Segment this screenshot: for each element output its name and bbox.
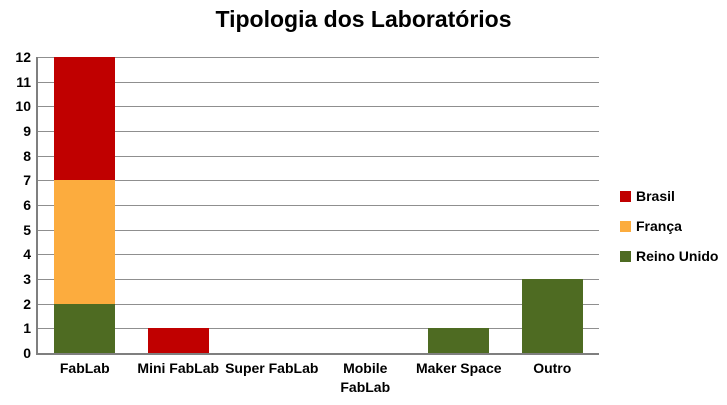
x-category-label-mini-fablab: Mini FabLab	[132, 359, 226, 397]
legend-swatch-frança	[620, 220, 631, 232]
gridline-12	[38, 57, 599, 58]
x-category-label-outro: Outro	[506, 359, 600, 397]
gridline-8	[38, 155, 599, 157]
gridline-1	[38, 328, 599, 330]
x-category-label-super-fablab: Super FabLab	[225, 359, 319, 397]
legend-swatch-brasil	[620, 190, 631, 202]
gridline-4	[38, 254, 599, 256]
x-category-label-line: Outro	[533, 360, 572, 376]
y-tick-label-10: 10	[15, 98, 31, 115]
y-tick-label-1: 1	[23, 320, 31, 337]
x-category-label-line: FabLab	[340, 379, 391, 395]
y-tick-label-9: 9	[23, 123, 31, 139]
y-tick-label-2: 2	[23, 295, 31, 312]
y-tick-label-12: 12	[15, 49, 31, 65]
legend-label-brasil: Brasil	[636, 188, 675, 204]
plot-area	[36, 57, 599, 355]
x-category-label-maker-space: Maker Space	[412, 359, 506, 397]
y-tick-label-0: 0	[23, 345, 31, 361]
legend-swatch-reino-unido	[620, 250, 631, 262]
y-tick-label-3: 3	[23, 271, 31, 287]
x-axis: FabLab Mini FabLab Super FabLab Mobile FabLa…	[38, 359, 599, 397]
gridline-10	[38, 106, 599, 108]
gridline-5	[38, 229, 599, 231]
legend-label-reino-unido: Reino Unido	[636, 248, 719, 264]
x-category-label-line: FabLab	[59, 360, 110, 376]
y-tick-label-7: 7	[23, 172, 31, 189]
gridline-6	[38, 205, 599, 206]
x-category-label-line: Mini FabLab	[137, 360, 220, 376]
y-axis: 0 1 2 3 4 5 6 7 8 9 10 11 12	[0, 49, 31, 361]
legend-item-reino-unido: Reino Unido	[620, 248, 719, 264]
legend: Brasil França Reino Unido	[620, 188, 719, 280]
bar-fablab-brasil	[54, 57, 116, 181]
y-tick-label-8: 8	[23, 147, 31, 164]
gridline-3	[38, 279, 599, 280]
x-category-label-line: Mobile	[343, 360, 388, 376]
gridline-11	[38, 81, 599, 83]
bar-maker-space-reino-unido	[428, 328, 490, 353]
bar-fablab-reino-unido	[54, 303, 116, 353]
bar-fablab-frança	[54, 180, 116, 304]
gridline-2	[38, 303, 599, 305]
legend-item-frança: França	[620, 218, 718, 234]
bar-outro-reino-unido	[521, 279, 583, 353]
x-category-label-mobile-fablab: Mobile FabLab	[319, 359, 413, 397]
x-category-label-line: Super FabLab	[225, 360, 319, 376]
chart-title: Tipologia dos Laboratórios	[215, 6, 512, 32]
x-category-label-fablab: FabLab	[38, 359, 132, 397]
bar-mini-fablab-brasil	[147, 328, 209, 353]
y-tick-label-4: 4	[23, 246, 31, 263]
x-category-label-line: Maker Space	[415, 360, 502, 376]
legend-item-brasil: Brasil	[620, 188, 718, 204]
legend-label-frança: França	[636, 218, 682, 234]
y-tick-label-5: 5	[23, 221, 31, 238]
gridline-7	[38, 180, 599, 182]
y-tick-label-6: 6	[23, 197, 31, 213]
gridline-9	[38, 131, 599, 132]
y-tick-label-11: 11	[16, 73, 31, 90]
